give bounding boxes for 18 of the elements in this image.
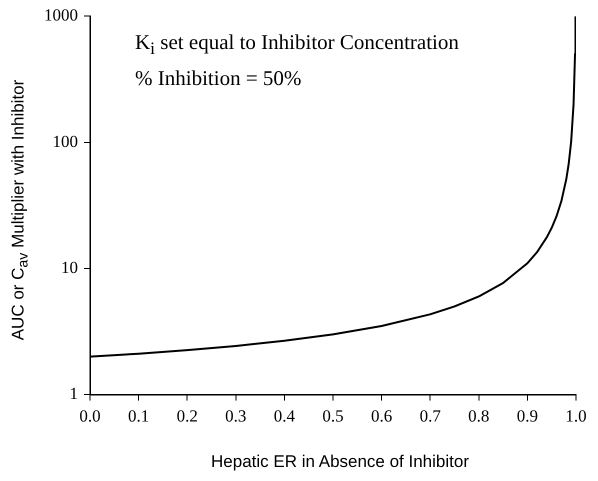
annotation: % Inhibition = 50%	[135, 66, 302, 91]
x-tick-label: 1.0	[565, 406, 587, 426]
x-tick-label: 0.6	[370, 406, 392, 426]
x-tick-label: 0.2	[176, 406, 198, 426]
x-tick-label: 0.7	[420, 406, 442, 426]
x-tick-label: 0.3	[225, 406, 246, 426]
y-tick-label: 1000	[44, 6, 78, 25]
x-tick-label: 0.9	[516, 406, 538, 426]
x-tick-label: 0.8	[468, 406, 490, 426]
y-tick-label: 1	[70, 384, 78, 404]
x-tick-label: 0.1	[128, 406, 150, 426]
y-tick-label: 10	[61, 258, 78, 277]
x-tick-label: 0.0	[79, 406, 101, 426]
x-tick-label: 0.5	[322, 406, 344, 426]
annotation: K$_{i}$ set equal to Inhibitor Concentration	[135, 30, 459, 60]
x-tick-label: 0.4	[274, 406, 296, 426]
y-tick-label: 100	[52, 132, 78, 151]
x-axis-title: Hepatic ER in Absence of Inhibitor	[211, 452, 469, 472]
